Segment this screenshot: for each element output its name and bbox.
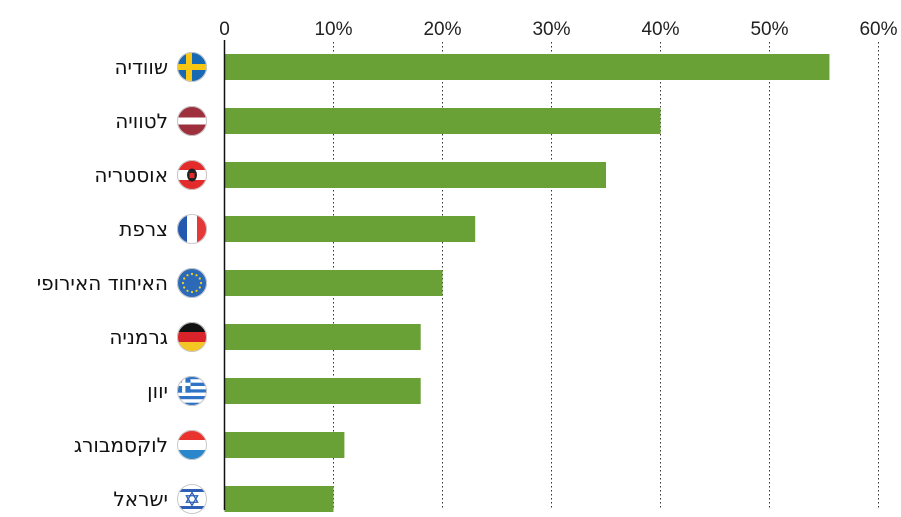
bar — [224, 486, 334, 512]
bar — [224, 270, 443, 296]
x-tick-labels: 0 10% 20% 30% 40% 50% 60% — [219, 19, 897, 40]
category-label: אוסטריה — [94, 163, 168, 187]
x-tick-label: 60% — [859, 19, 897, 40]
flag-border — [177, 214, 207, 244]
bars — [224, 54, 830, 512]
flag-border — [177, 430, 207, 460]
x-tick-label: 10% — [314, 19, 352, 40]
category-label: לוקסמבורג — [74, 433, 168, 457]
category-label: לטוויה — [115, 109, 168, 133]
flag-border — [177, 160, 207, 190]
x-tick-label: 40% — [641, 19, 679, 40]
greece-flag-icon — [177, 376, 207, 406]
bar — [224, 324, 421, 350]
bar — [224, 162, 606, 188]
flag-border — [177, 52, 207, 82]
category-labels: שוודיה לטוויה אוסטריה צרפת האיחוד האירופי גרמ… — [37, 55, 168, 511]
bar — [224, 378, 421, 404]
flag-icons — [177, 52, 207, 514]
category-label: האיחוד האירופי — [37, 271, 168, 295]
flag-border — [177, 322, 207, 352]
category-label: יוון — [147, 379, 168, 403]
category-label: גרמניה — [109, 325, 168, 349]
flag-border — [177, 484, 207, 514]
flag-border — [177, 106, 207, 136]
bar — [224, 216, 476, 242]
bar — [224, 432, 345, 458]
category-label: צרפת — [119, 217, 168, 241]
x-tick-label: 20% — [423, 19, 461, 40]
x-tick-label: 50% — [750, 19, 788, 40]
france-flag-icon — [177, 214, 207, 244]
bar — [224, 108, 661, 134]
category-label: שוודיה — [114, 55, 168, 79]
luxembourg-flag-icon — [177, 430, 207, 460]
x-tick-label: 0 — [219, 19, 230, 40]
flag-border — [177, 268, 207, 298]
x-tick-label: 30% — [532, 19, 570, 40]
category-label: ישראל — [113, 487, 168, 511]
flag-border — [177, 376, 207, 406]
bar — [224, 54, 830, 80]
germany-flag-icon — [177, 322, 207, 352]
